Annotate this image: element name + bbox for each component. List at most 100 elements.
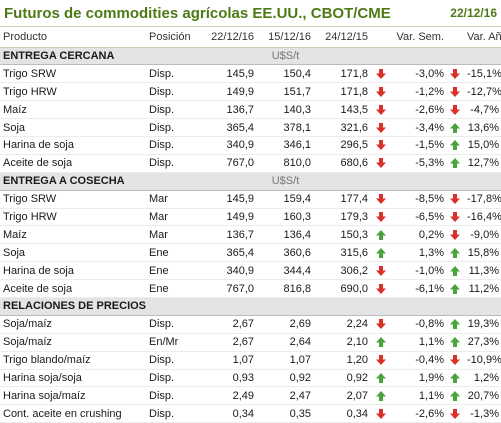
arrow-down-icon (446, 82, 464, 102)
table-row: Harina de soja Disp. 340,9 346,1 296,5 -1,5% 1… (0, 136, 501, 155)
cell-position: Ene (146, 261, 200, 281)
arrow-down-icon (371, 118, 391, 137)
arrow-up-icon (446, 333, 464, 352)
cell-price-2: 346,1 (257, 136, 314, 155)
cell-var-ano: 20,7% (464, 386, 501, 406)
cell-var-ano: -17,8% (464, 190, 501, 209)
cell-price-2: 816,8 (257, 279, 314, 298)
col-header-date-3: 24/12/15 (314, 27, 371, 48)
section-header: RELACIONES DE PRECIOS (0, 296, 501, 316)
cell-price-1: 767,0 (200, 279, 257, 298)
cell-product: Soja/maíz (0, 333, 146, 352)
cell-price-1: 136,7 (200, 100, 257, 120)
cell-position: Disp. (146, 82, 200, 102)
cell-var-ano: -10,9% (464, 351, 501, 370)
cell-price-2: 160,3 (257, 208, 314, 227)
arrow-up-icon (371, 243, 391, 263)
arrow-down-icon (371, 404, 391, 423)
cell-product: Soja/maíz (0, 315, 146, 334)
arrow-down-icon (371, 315, 391, 334)
cell-product: Trigo SRW (0, 64, 146, 84)
cell-price-1: 0,93 (200, 369, 257, 388)
cell-var-sem: -0,4% (391, 351, 446, 370)
cell-var-ano: -4,7% (464, 100, 501, 120)
cell-var-sem: -0,8% (391, 315, 446, 334)
cell-var-ano: 13,6% (464, 118, 501, 137)
cell-var-sem: -6,1% (391, 279, 446, 298)
arrow-down-icon (446, 208, 464, 227)
title-bar: Futuros de commodities agrícolas EE.UU.,… (0, 0, 501, 27)
arrow-down-icon (371, 100, 391, 120)
cell-price-3: 306,2 (314, 261, 371, 281)
cell-position: Disp. (146, 369, 200, 388)
cell-product: Soja (0, 243, 146, 263)
cell-price-3: 296,5 (314, 136, 371, 155)
cell-price-3: 1,20 (314, 351, 371, 370)
cell-position: Disp. (146, 351, 200, 370)
cell-price-3: 171,8 (314, 64, 371, 84)
table-row: Aceite de soja Disp. 767,0 810,0 680,6 -5,3% 1… (0, 154, 501, 173)
cell-product: Trigo SRW (0, 190, 146, 209)
cell-position: Disp. (146, 64, 200, 84)
cell-var-ano: 11,2% (464, 279, 501, 298)
cell-price-2: 0,92 (257, 369, 314, 388)
cell-var-sem: -1,2% (391, 82, 446, 102)
col-header-date-1: 22/12/16 (200, 27, 257, 48)
cell-price-1: 2,67 (200, 315, 257, 334)
arrow-down-icon (371, 351, 391, 370)
table-row: Soja Ene 365,4 360,6 315,6 1,3% 15,8% (0, 243, 501, 263)
arrow-down-icon (371, 154, 391, 173)
cell-price-2: 136,4 (257, 225, 314, 245)
cell-position: Ene (146, 243, 200, 263)
arrow-down-icon (371, 279, 391, 298)
cell-position: Mar (146, 208, 200, 227)
table-row: Harina soja/soja Disp. 0,93 0,92 0,92 1,9% 1,2… (0, 369, 501, 388)
cell-price-1: 767,0 (200, 154, 257, 173)
cell-price-2: 0,35 (257, 404, 314, 423)
cell-price-2: 2,64 (257, 333, 314, 352)
cell-var-ano: -1,3% (464, 404, 501, 423)
arrow-down-icon (371, 261, 391, 281)
cell-price-2: 2,47 (257, 386, 314, 406)
section-header: ENTREGA CERCANA U$S/t (0, 46, 501, 66)
cell-position: Disp. (146, 100, 200, 120)
cell-price-3: 680,6 (314, 154, 371, 173)
cell-position: Mar (146, 225, 200, 245)
cell-price-1: 340,9 (200, 261, 257, 281)
cell-var-sem: 1,1% (391, 333, 446, 352)
cell-var-sem: -2,6% (391, 404, 446, 423)
arrow-down-icon (371, 82, 391, 102)
col-header-var-sem: Var. Sem. (391, 27, 446, 48)
section-title: ENTREGA A COSECHA (0, 171, 200, 191)
cell-product: Trigo blando/maíz (0, 351, 146, 370)
cell-position: Disp. (146, 154, 200, 173)
section-header: ENTREGA A COSECHA U$S/t (0, 171, 501, 191)
cell-price-3: 0,92 (314, 369, 371, 388)
cell-var-sem: -5,3% (391, 154, 446, 173)
table-row: Trigo HRW Disp. 149,9 151,7 171,8 -1,2% -12,7% (0, 82, 501, 102)
arrow-up-icon (371, 333, 391, 352)
table-row: Soja/maíz En/Mr 2,67 2,64 2,10 1,1% 27,3% (0, 333, 501, 352)
arrow-up-icon (446, 154, 464, 173)
cell-product: Aceite de soja (0, 154, 146, 173)
cell-var-ano: -16,4% (464, 208, 501, 227)
table-row: Trigo HRW Mar 149,9 160,3 179,3 -6,5% -16,4% (0, 208, 501, 227)
section-unit (200, 296, 371, 316)
cell-price-3: 2,10 (314, 333, 371, 352)
section-title: ENTREGA CERCANA (0, 46, 200, 66)
header-row: Producto Posición 22/12/16 15/12/16 24/1… (0, 27, 501, 48)
arrow-down-icon (371, 136, 391, 155)
arrow-down-icon (446, 351, 464, 370)
arrow-up-icon (446, 369, 464, 388)
arrow-up-icon (446, 279, 464, 298)
arrow-down-icon (371, 190, 391, 209)
cell-position: Ene (146, 279, 200, 298)
cell-price-2: 140,3 (257, 100, 314, 120)
cell-position: En/Mr (146, 333, 200, 352)
cell-price-2: 150,4 (257, 64, 314, 84)
cell-var-sem: 1,1% (391, 386, 446, 406)
arrow-up-icon (371, 225, 391, 245)
cell-var-sem: -1,0% (391, 261, 446, 281)
cell-product: Trigo HRW (0, 208, 146, 227)
cell-position: Disp. (146, 118, 200, 137)
